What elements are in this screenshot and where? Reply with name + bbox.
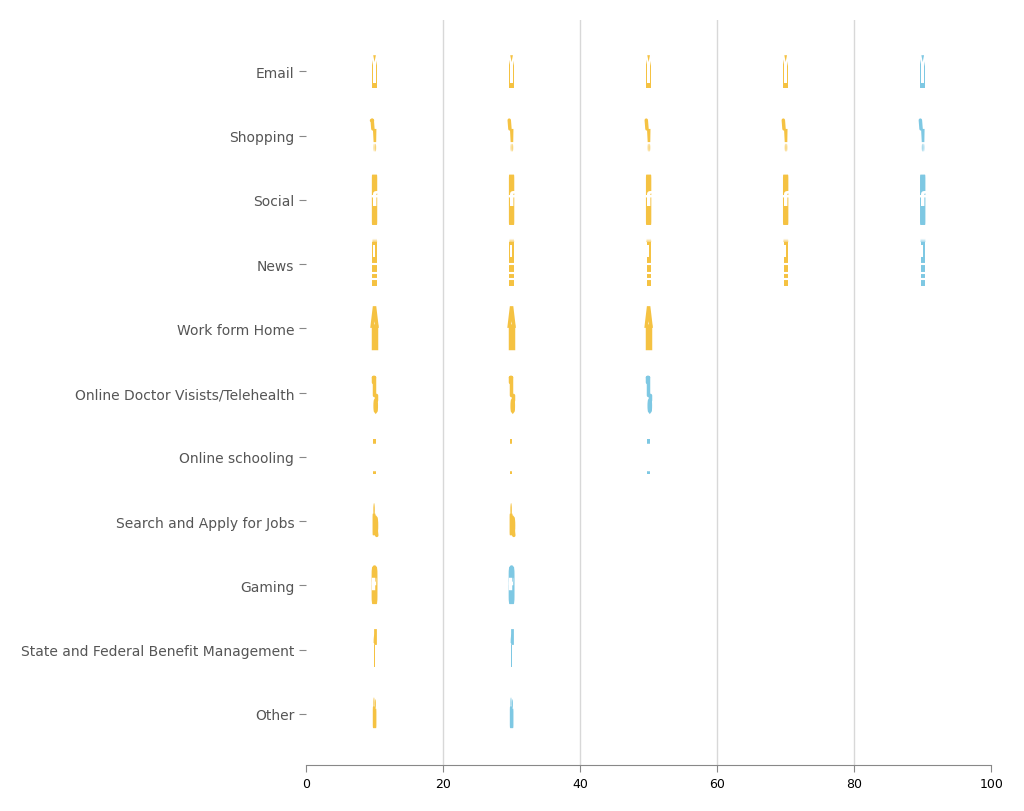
FancyBboxPatch shape: [373, 514, 376, 536]
Circle shape: [512, 699, 513, 709]
FancyBboxPatch shape: [510, 514, 513, 536]
Text: f: f: [645, 191, 653, 210]
FancyBboxPatch shape: [921, 55, 926, 89]
FancyBboxPatch shape: [784, 246, 785, 258]
FancyBboxPatch shape: [372, 567, 378, 604]
FancyBboxPatch shape: [784, 65, 787, 84]
FancyBboxPatch shape: [922, 65, 925, 84]
Wedge shape: [511, 634, 513, 643]
FancyBboxPatch shape: [510, 706, 512, 728]
FancyBboxPatch shape: [372, 175, 377, 225]
FancyBboxPatch shape: [783, 55, 788, 89]
FancyBboxPatch shape: [373, 65, 376, 84]
FancyBboxPatch shape: [509, 55, 514, 89]
Polygon shape: [921, 55, 926, 70]
FancyBboxPatch shape: [647, 65, 650, 84]
Text: f: f: [781, 191, 790, 210]
FancyBboxPatch shape: [373, 706, 375, 728]
Circle shape: [374, 504, 375, 517]
FancyBboxPatch shape: [509, 567, 514, 604]
FancyBboxPatch shape: [646, 55, 651, 89]
Text: f: f: [508, 191, 516, 210]
FancyBboxPatch shape: [372, 55, 377, 89]
Circle shape: [374, 697, 375, 709]
Wedge shape: [374, 634, 376, 643]
FancyBboxPatch shape: [783, 175, 788, 225]
FancyBboxPatch shape: [375, 709, 377, 728]
FancyBboxPatch shape: [510, 246, 512, 258]
FancyBboxPatch shape: [509, 175, 514, 225]
Circle shape: [510, 504, 512, 517]
Circle shape: [375, 699, 376, 709]
FancyBboxPatch shape: [921, 242, 925, 286]
Polygon shape: [646, 55, 651, 70]
FancyBboxPatch shape: [646, 175, 651, 225]
FancyBboxPatch shape: [922, 246, 923, 258]
FancyBboxPatch shape: [647, 246, 649, 258]
Polygon shape: [372, 55, 377, 70]
FancyBboxPatch shape: [511, 709, 513, 728]
Polygon shape: [509, 55, 514, 70]
FancyBboxPatch shape: [646, 242, 650, 286]
FancyBboxPatch shape: [373, 246, 375, 258]
Polygon shape: [921, 130, 925, 143]
Polygon shape: [783, 55, 788, 70]
FancyBboxPatch shape: [510, 242, 514, 286]
Text: f: f: [371, 191, 379, 210]
Polygon shape: [784, 130, 787, 143]
Polygon shape: [373, 130, 377, 143]
FancyBboxPatch shape: [783, 242, 787, 286]
Polygon shape: [647, 130, 650, 143]
FancyBboxPatch shape: [373, 646, 377, 667]
FancyBboxPatch shape: [373, 242, 377, 286]
Text: f: f: [919, 191, 927, 210]
FancyBboxPatch shape: [510, 646, 513, 667]
FancyBboxPatch shape: [510, 65, 513, 84]
Circle shape: [510, 697, 512, 709]
FancyBboxPatch shape: [920, 175, 926, 225]
Polygon shape: [510, 130, 513, 143]
